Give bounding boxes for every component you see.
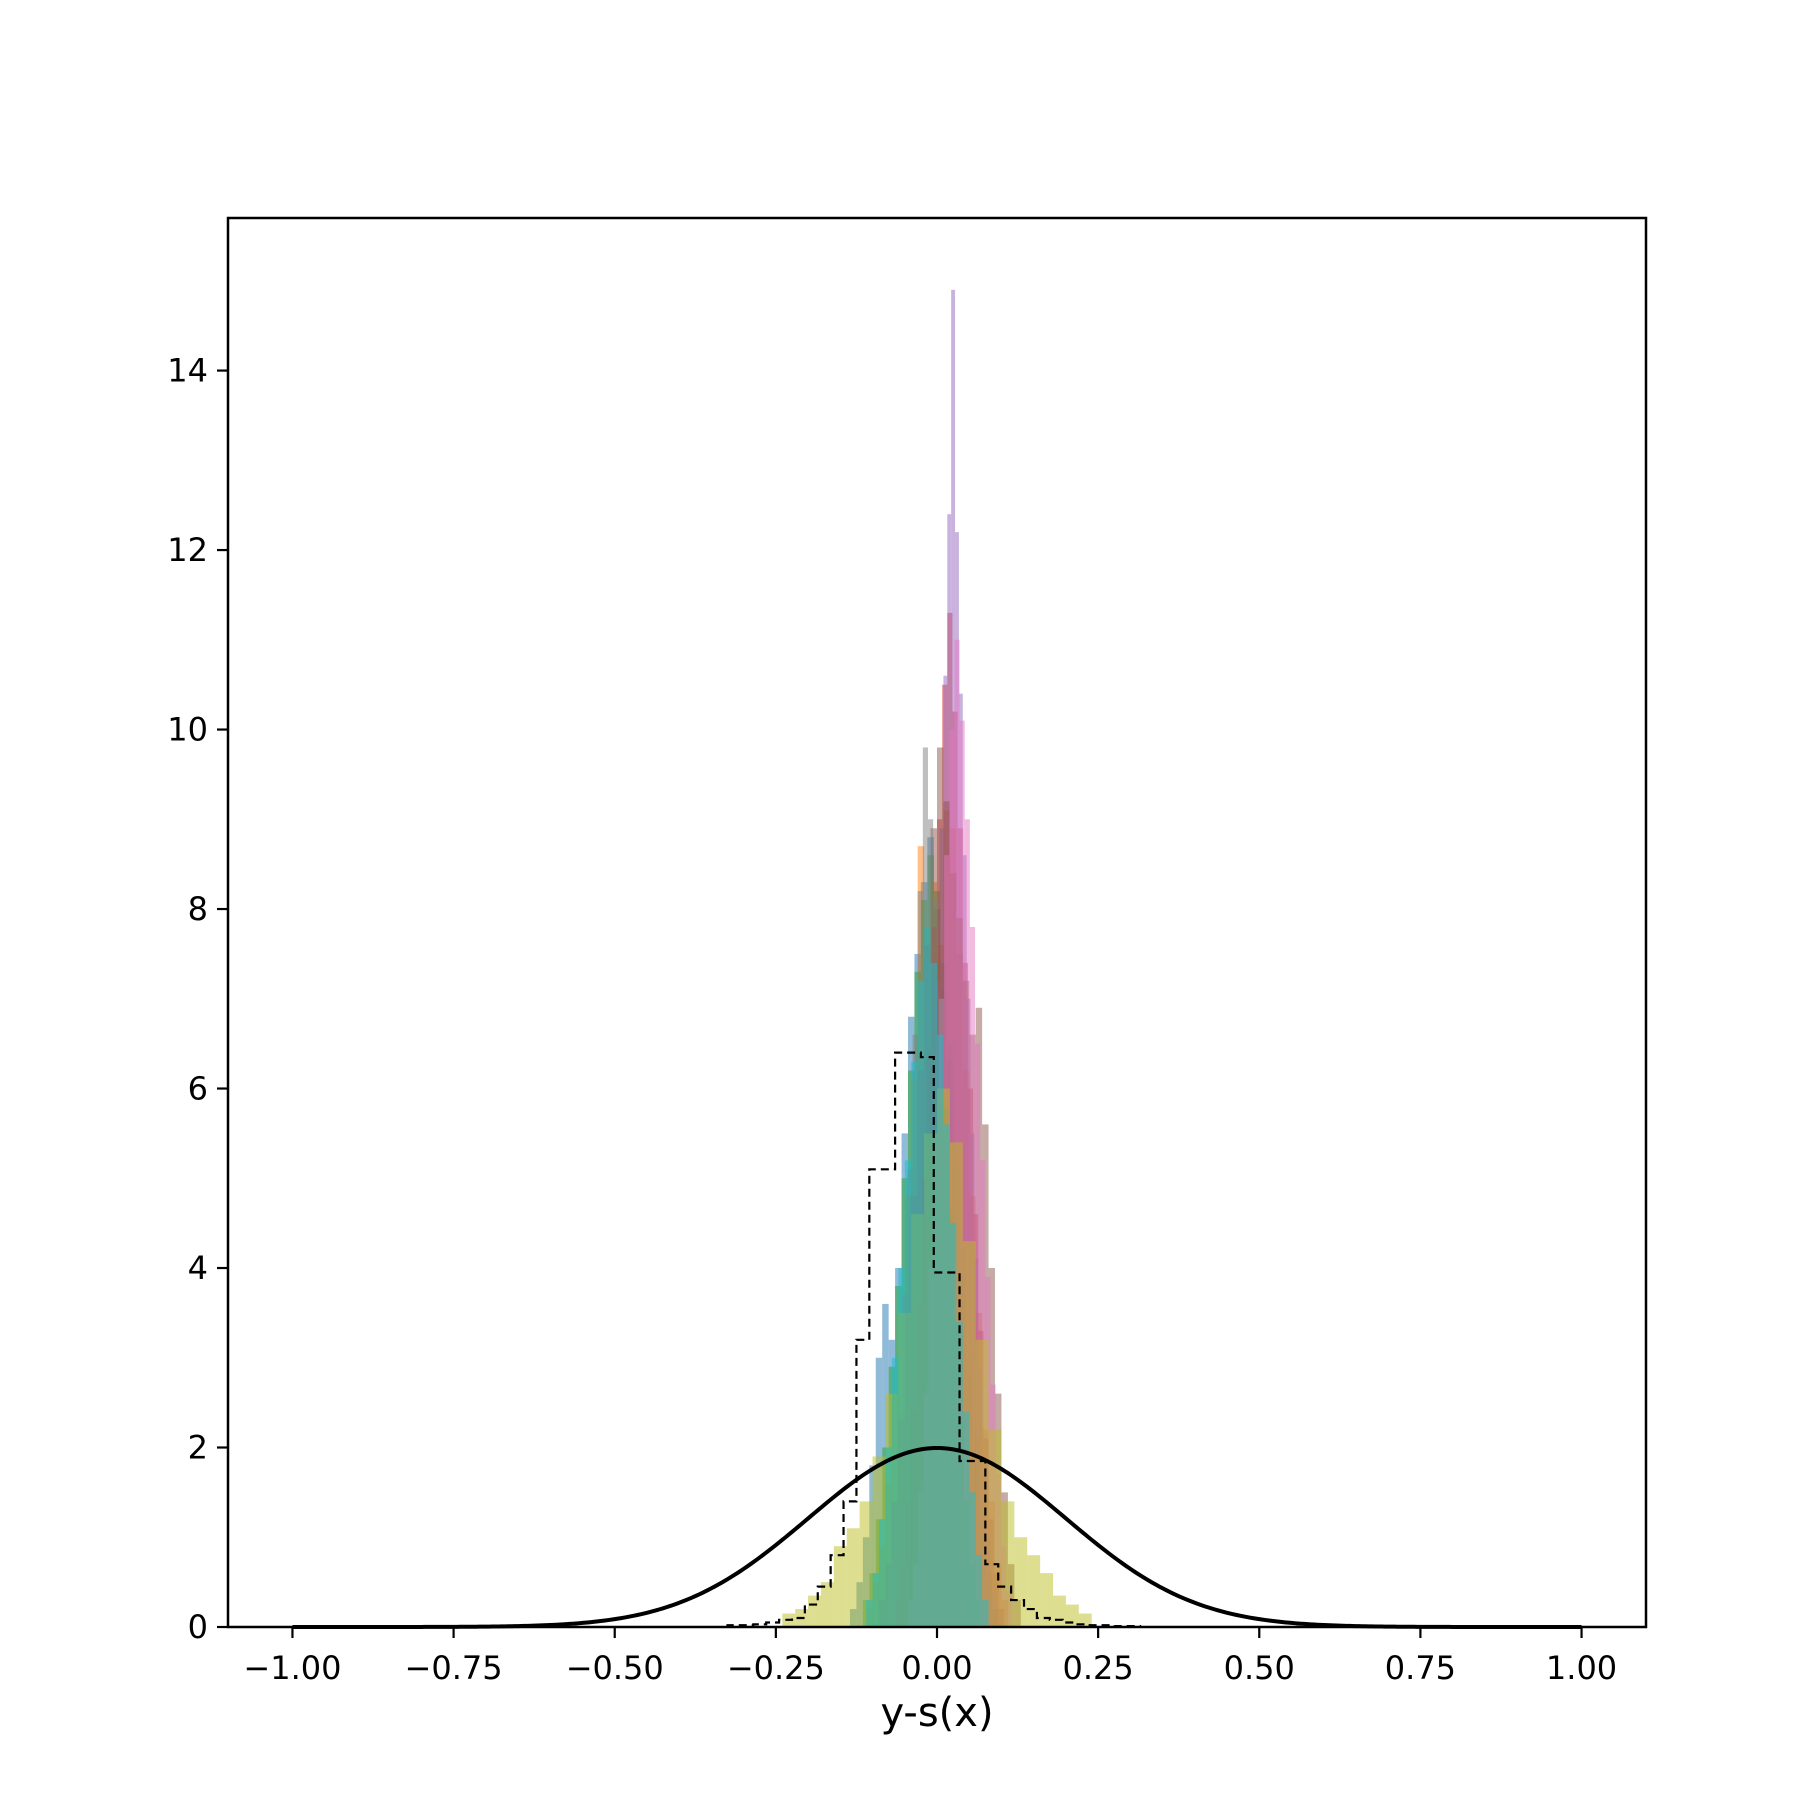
x-tick-label: −0.75	[405, 1649, 503, 1687]
hist-bar-9-9	[924, 926, 931, 1627]
hist-bar-9-5	[898, 1268, 905, 1627]
hist-bar-9-8	[917, 980, 925, 1627]
hist-bar-8-4	[833, 1546, 847, 1627]
hist-bar-8-19	[1027, 1555, 1041, 1627]
y-tick-label: 6	[188, 1070, 208, 1108]
hist-bar-8-20	[1040, 1573, 1054, 1627]
x-tick-label: 0.50	[1224, 1649, 1295, 1687]
hist-bar-9-16	[969, 1492, 976, 1627]
hist-bar-9-17	[975, 1555, 983, 1627]
hist-bar-9-15	[962, 1411, 970, 1627]
x-tick-label: −1.00	[243, 1649, 341, 1687]
hist-bar-9-3	[885, 1447, 892, 1627]
hist-bar-8-5	[846, 1528, 860, 1627]
hist-bar-9-10	[930, 962, 937, 1627]
hist-bar-9-0	[866, 1600, 873, 1627]
hist-bar-6-11	[964, 819, 970, 1627]
hist-bar-9-7	[911, 1061, 918, 1627]
hist-bar-9-4	[891, 1357, 899, 1627]
x-axis-label: y-s(x)	[880, 1690, 993, 1736]
x-tick-label: 1.00	[1546, 1649, 1617, 1687]
x-tick-label: 0.25	[1063, 1649, 1134, 1687]
hist-bar-8-2	[808, 1595, 821, 1627]
hist-bar-8-16	[988, 1429, 1002, 1627]
hist-bar-9-6	[904, 1160, 912, 1627]
hist-bar-8-3	[820, 1582, 834, 1627]
y-tick-label: 12	[167, 531, 208, 569]
x-axis-ticks: −1.00 −0.75 −0.50 −0.25 0.00 0.25 0.50 0.75 1.00	[243, 1627, 1617, 1687]
hist-bar-8-21	[1053, 1595, 1066, 1627]
y-tick-label: 4	[188, 1249, 208, 1287]
hist-bar-8-18	[1014, 1537, 1028, 1627]
hist-bar-8-17	[1001, 1501, 1015, 1627]
y-tick-label: 2	[188, 1429, 208, 1467]
hist-bar-9-14	[956, 1321, 963, 1627]
y-tick-label: 8	[188, 890, 208, 928]
hist-bar-9-1	[872, 1573, 879, 1627]
hist-bar-9-11	[937, 1034, 944, 1627]
y-axis-ticks: 0 2 4 6 8 10 12 14	[167, 352, 228, 1646]
x-tick-label: 0.75	[1385, 1649, 1456, 1687]
hist-bar-8-6	[859, 1501, 873, 1627]
histogram-bars	[782, 289, 1092, 1628]
hist-bar-9-13	[949, 1223, 957, 1627]
hist-bar-9-2	[878, 1519, 886, 1627]
hist-bar-8-22	[1065, 1604, 1079, 1627]
x-tick-label: 0.00	[901, 1649, 972, 1687]
hist-bar-6-13	[975, 1043, 981, 1627]
y-tick-label: 10	[167, 711, 208, 749]
x-tick-label: −0.25	[727, 1649, 825, 1687]
x-tick-label: −0.50	[566, 1649, 664, 1687]
hist-bar-6-9	[954, 639, 960, 1627]
step-histogram-line	[726, 1051, 1142, 1628]
hist-bar-9-12	[943, 1124, 950, 1627]
y-tick-label: 14	[167, 352, 208, 390]
dashed-step-histogram	[726, 1051, 1142, 1628]
y-tick-label: 0	[188, 1608, 208, 1646]
hist-bar-9-18	[982, 1600, 989, 1627]
